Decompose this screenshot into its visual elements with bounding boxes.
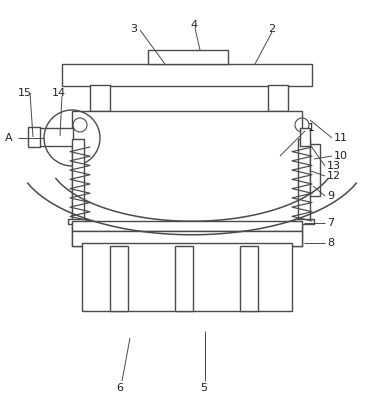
- Text: 6: 6: [116, 383, 123, 393]
- Bar: [72, 111, 302, 246]
- Bar: [90, 85, 110, 111]
- Text: 7: 7: [327, 218, 334, 228]
- Bar: [298, 139, 310, 221]
- Text: A: A: [5, 133, 13, 143]
- Text: 1: 1: [308, 123, 315, 133]
- Text: 2: 2: [268, 24, 275, 34]
- Text: 10: 10: [334, 151, 348, 161]
- Bar: [72, 231, 302, 246]
- Bar: [310, 144, 320, 196]
- Bar: [175, 246, 193, 311]
- Text: 9: 9: [327, 191, 334, 201]
- Text: 13: 13: [327, 161, 341, 171]
- Bar: [72, 221, 302, 231]
- Text: 3: 3: [130, 24, 137, 34]
- Text: 8: 8: [327, 238, 334, 248]
- Bar: [294, 219, 314, 224]
- Bar: [72, 139, 84, 221]
- Bar: [148, 50, 228, 64]
- Text: 12: 12: [327, 171, 341, 181]
- Bar: [300, 128, 310, 146]
- Text: 15: 15: [18, 88, 32, 98]
- Bar: [28, 127, 40, 147]
- Bar: [68, 219, 88, 224]
- Text: 14: 14: [52, 88, 66, 98]
- Bar: [110, 246, 128, 311]
- Bar: [268, 85, 288, 111]
- Bar: [37, 128, 73, 146]
- Bar: [62, 64, 312, 86]
- Text: 5: 5: [200, 383, 207, 393]
- Text: 11: 11: [334, 133, 348, 143]
- Text: 4: 4: [190, 20, 197, 30]
- Bar: [82, 243, 292, 311]
- Bar: [240, 246, 258, 311]
